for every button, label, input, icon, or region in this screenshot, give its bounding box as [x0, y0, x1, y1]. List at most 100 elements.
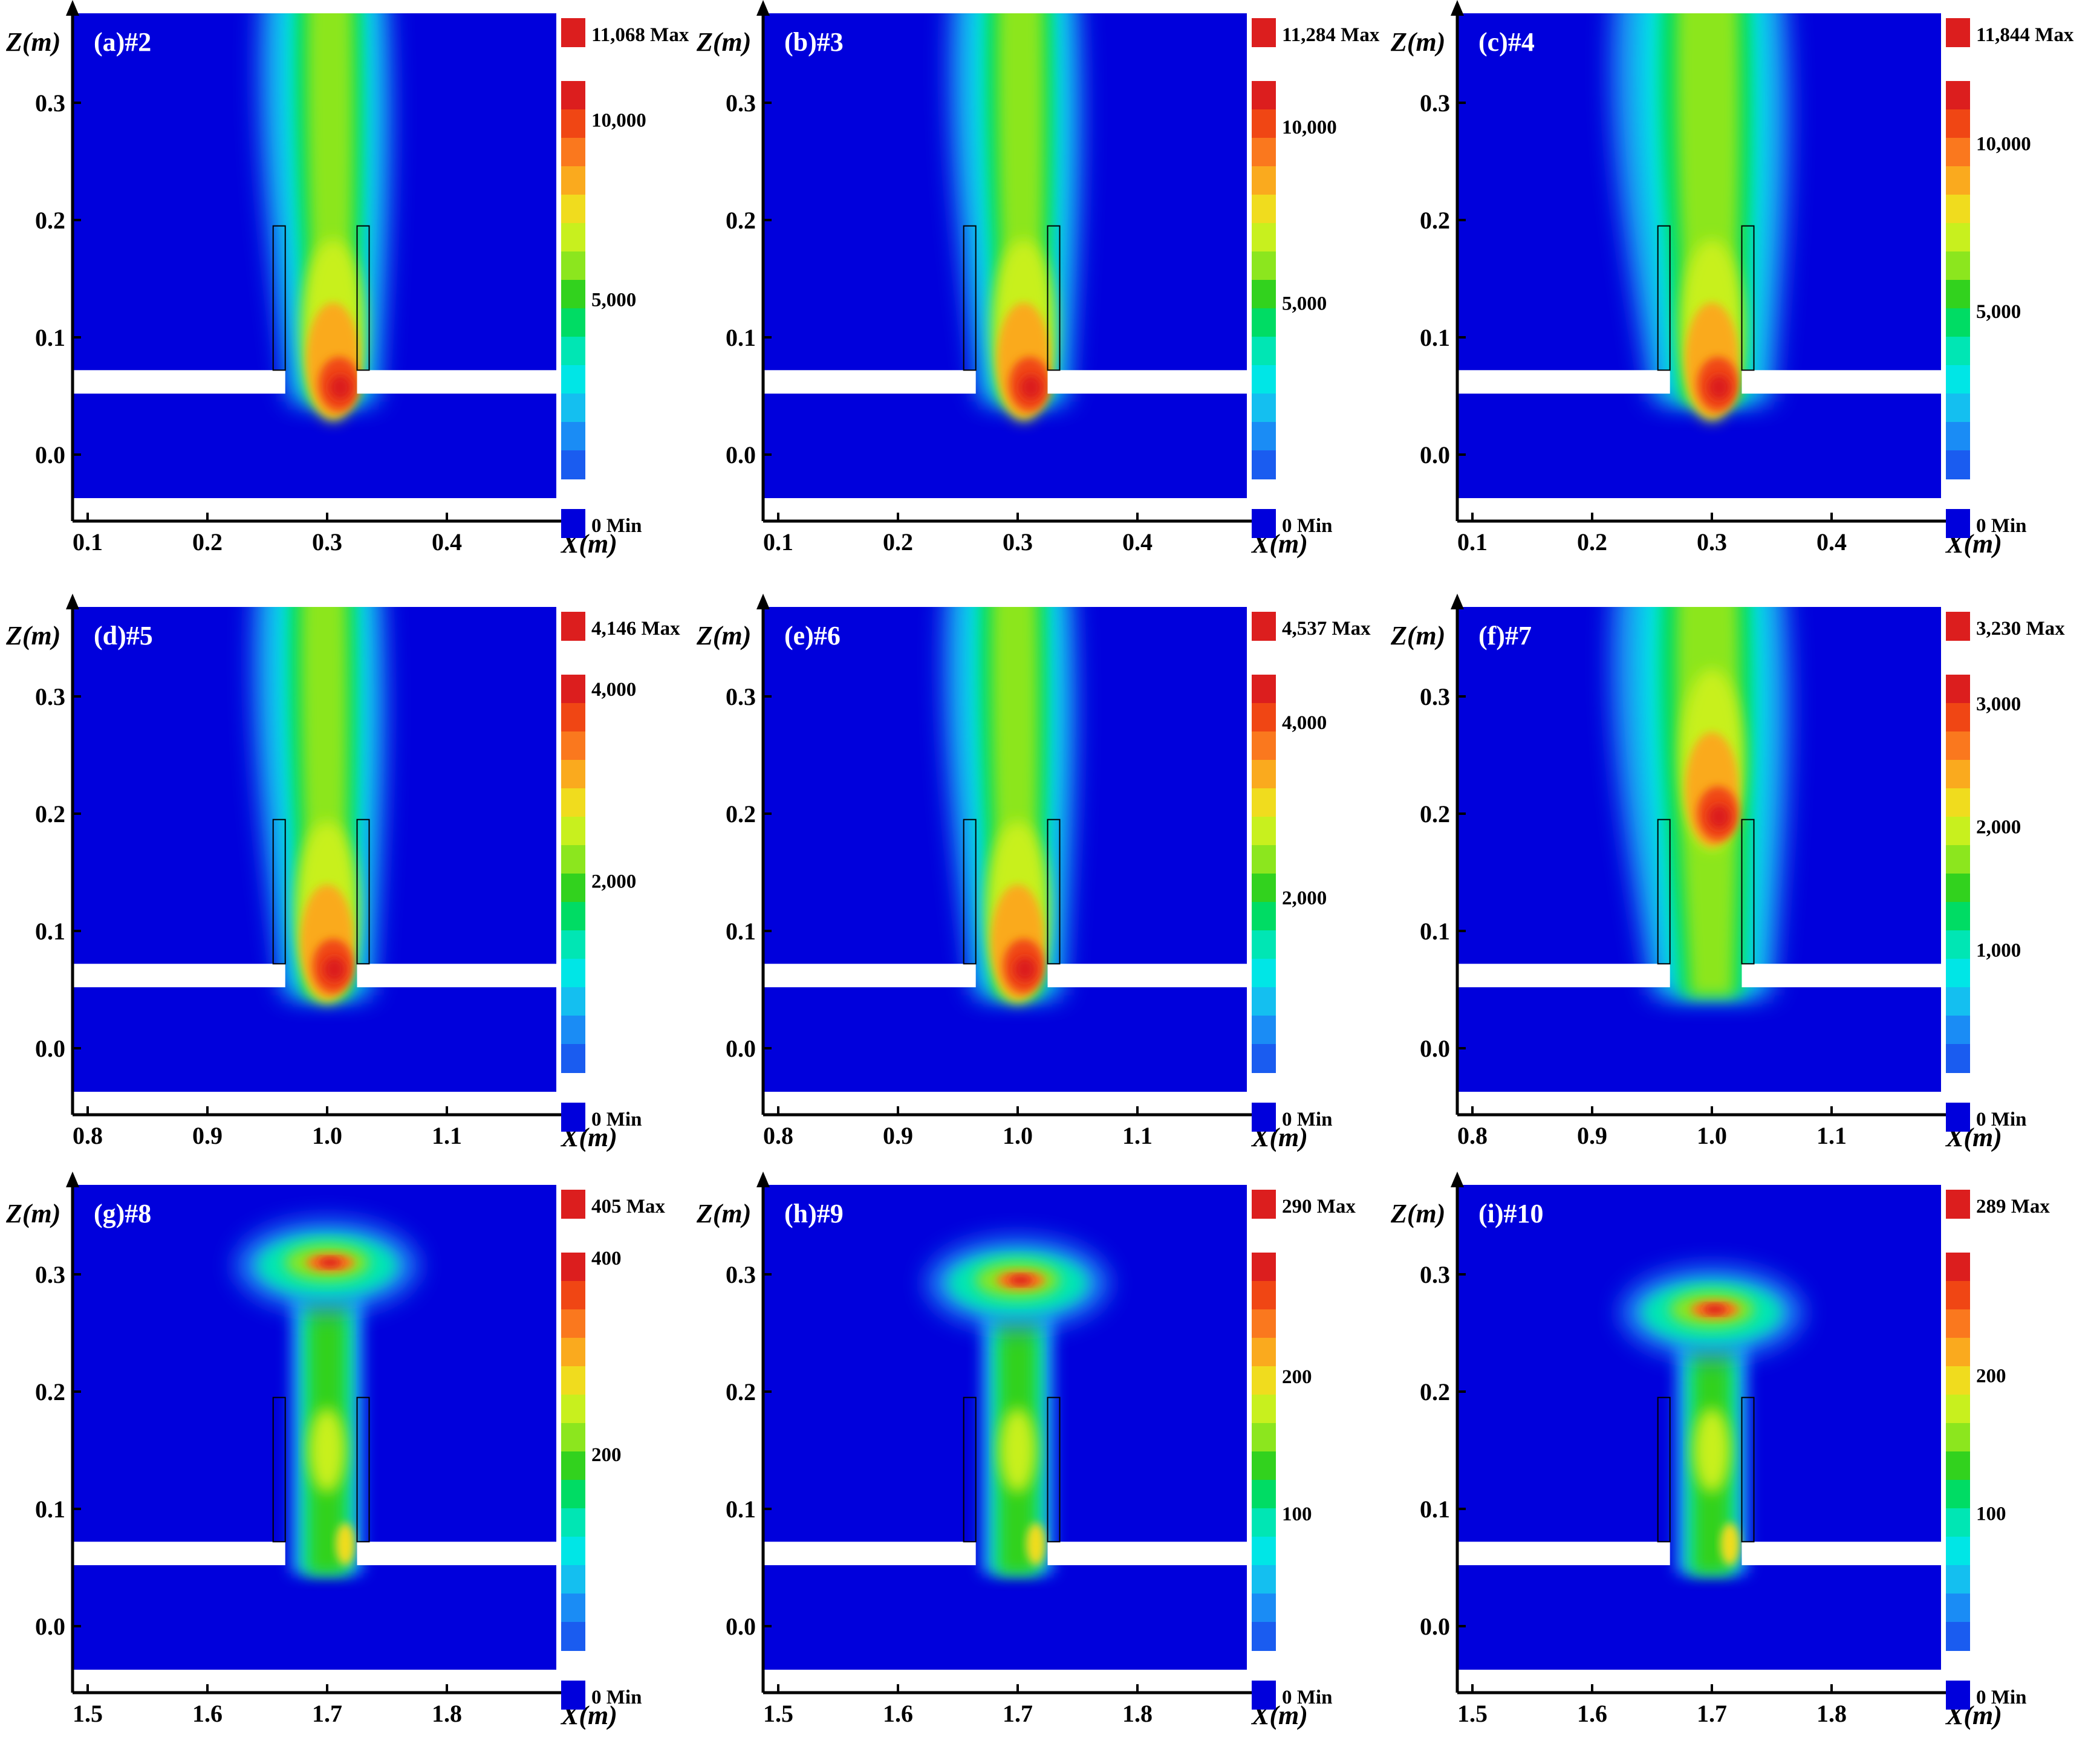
- colorbar-tick-label: 10,000: [1976, 133, 2031, 155]
- x-tick-label: 1.5: [73, 1700, 103, 1727]
- panel-2: 0.1 0.2 0.3 0.40.30.20.10.0X(m)Z(m) (b)#3 11,…: [696, 0, 1380, 559]
- panel-1: 0.1 0.2 0.3 0.40.30.20.10.0X(m)Z(m) (a)#2 11,…: [5, 0, 689, 559]
- y-tick-label: 0.3: [726, 1261, 756, 1288]
- colorbar-segment: [561, 874, 585, 903]
- panel-5: 0.8 0.9 1.0 1.10.30.20.10.0X(m)Z(m) (e)#6 4,5…: [696, 594, 1371, 1152]
- wall-right: [356, 1396, 370, 1543]
- x-tick-label: 0.4: [1122, 528, 1153, 556]
- colorbar-tick-label: 200: [591, 1444, 622, 1466]
- y-tick-label: 0.2: [1420, 207, 1450, 234]
- colorbar-segment: [561, 1309, 585, 1338]
- colorbar-segment: [561, 1480, 585, 1509]
- colorbar-segment: [561, 788, 585, 817]
- colorbar-segment: [1252, 280, 1276, 309]
- colorbar-max-swatch: [1252, 1190, 1276, 1219]
- y-tick-label: 0.1: [35, 1496, 65, 1523]
- plume-peak: [329, 375, 351, 400]
- x-tick-label: 0.9: [1577, 1122, 1607, 1149]
- colorbar-segment: [1252, 166, 1276, 195]
- colorbar-min-swatch: [561, 509, 585, 538]
- x-tick-label: 1.7: [1003, 1700, 1033, 1727]
- x-tick-label: 0.8: [73, 1122, 103, 1149]
- colorbar-segment: [561, 394, 585, 423]
- colorbar-segment: [1946, 703, 1970, 732]
- colorbar-segment: [561, 1016, 585, 1045]
- x-tick-label: 1.8: [1122, 1700, 1153, 1727]
- y-tick-label: 0.2: [1420, 800, 1450, 828]
- colorbar-segment: [1252, 81, 1276, 110]
- colorbar-segment: [1252, 930, 1276, 959]
- colorbar-segment: [1946, 1537, 1970, 1566]
- y-tick-label: 0.1: [1420, 1496, 1450, 1523]
- colorbar-segment: [1252, 1281, 1276, 1310]
- colorbar-segment: [1946, 1594, 1970, 1623]
- y-tick-label: 0.0: [726, 1035, 756, 1062]
- y-axis-label: Z(m): [1390, 1199, 1445, 1228]
- colorbar-max-swatch: [1946, 1190, 1970, 1219]
- colorbar-max-swatch: [1252, 18, 1276, 47]
- plume: [1621, 1267, 1803, 1574]
- colorbar-segment: [1946, 1423, 1970, 1452]
- y-axis-label: Z(m): [696, 1199, 751, 1228]
- colorbar-segment: [1946, 280, 1970, 309]
- colorbar-tick-label: 400: [591, 1248, 622, 1269]
- colorbar-segment: [1252, 422, 1276, 451]
- colorbar-max-label: 290 Max: [1282, 1196, 1356, 1218]
- panel-3: 0.1 0.2 0.3 0.40.30.20.10.0X(m)Z(m) (c)#4 11,…: [1390, 0, 2074, 559]
- colorbar-min-swatch: [1252, 509, 1276, 538]
- plume-peak: [318, 1257, 342, 1268]
- colorbar-tick-label: 10,000: [1282, 117, 1337, 138]
- colorbar-segment: [1252, 902, 1276, 931]
- colorbar-segment: [561, 422, 585, 451]
- colorbar-min-label: 0 Min: [591, 1109, 642, 1130]
- colorbar-segment: [1946, 874, 1970, 903]
- colorbar-segment: [561, 930, 585, 959]
- colorbar-segment: [1946, 81, 1970, 110]
- wall-right: [1741, 1396, 1755, 1543]
- colorbar-segment: [1252, 1044, 1276, 1073]
- x-tick-label: 0.9: [192, 1122, 223, 1149]
- colorbar-max-swatch: [1946, 18, 1970, 47]
- y-tick-label: 0.3: [1420, 683, 1450, 710]
- x-tick-label: 0.4: [432, 528, 462, 556]
- colorbar-segment: [1252, 1338, 1276, 1367]
- colorbar-segment: [561, 1395, 585, 1424]
- wall-left: [963, 1396, 977, 1543]
- y-axis-arrow: [1451, 594, 1464, 609]
- x-tick-label: 1.7: [1697, 1700, 1727, 1727]
- colorbar-segment: [1946, 760, 1970, 789]
- y-tick-label: 0.0: [726, 1613, 756, 1640]
- wall-right: [1741, 819, 1755, 965]
- plume: [943, 607, 1076, 1003]
- colorbar-min-swatch: [561, 1681, 585, 1710]
- panel-label: (b)#3: [784, 27, 844, 57]
- colorbar-max-swatch: [561, 612, 585, 641]
- colorbar-segment: [1252, 703, 1276, 732]
- colorbar-max-swatch: [561, 1190, 585, 1219]
- y-tick-label: 0.3: [35, 683, 65, 710]
- floor-gap-right: [1741, 1542, 1941, 1566]
- y-axis-arrow: [1451, 1172, 1464, 1187]
- y-tick-label: 0.1: [726, 1496, 756, 1523]
- colorbar-segment: [1252, 337, 1276, 366]
- plume-peak: [1009, 1275, 1033, 1285]
- panel-6: 0.8 0.9 1.0 1.10.30.20.10.0X(m)Z(m) (f)#7 3,2…: [1390, 594, 2065, 1152]
- bottom-band: [73, 1670, 556, 1693]
- colorbar-segment: [561, 450, 585, 479]
- colorbar-segment: [561, 675, 585, 704]
- x-tick-label: 0.1: [1457, 528, 1488, 556]
- wall-right: [1047, 225, 1061, 371]
- colorbar-max-label: 11,844 Max: [1976, 24, 2074, 46]
- colorbar-max-label: 11,284 Max: [1282, 24, 1380, 46]
- colorbar-segment: [1946, 1480, 1970, 1509]
- floor-gap-left: [763, 1542, 976, 1566]
- colorbar-segment: [1946, 422, 1970, 451]
- colorbar-min-label: 0 Min: [1282, 515, 1332, 537]
- y-tick-label: 0.0: [35, 441, 65, 469]
- colorbar-segment: [1252, 1016, 1276, 1045]
- y-tick-label: 0.0: [1420, 1613, 1450, 1640]
- colorbar-segment: [1252, 1594, 1276, 1623]
- colorbar-max-swatch: [1252, 612, 1276, 641]
- y-tick-label: 0.3: [35, 1261, 65, 1288]
- x-tick-label: 0.9: [883, 1122, 913, 1149]
